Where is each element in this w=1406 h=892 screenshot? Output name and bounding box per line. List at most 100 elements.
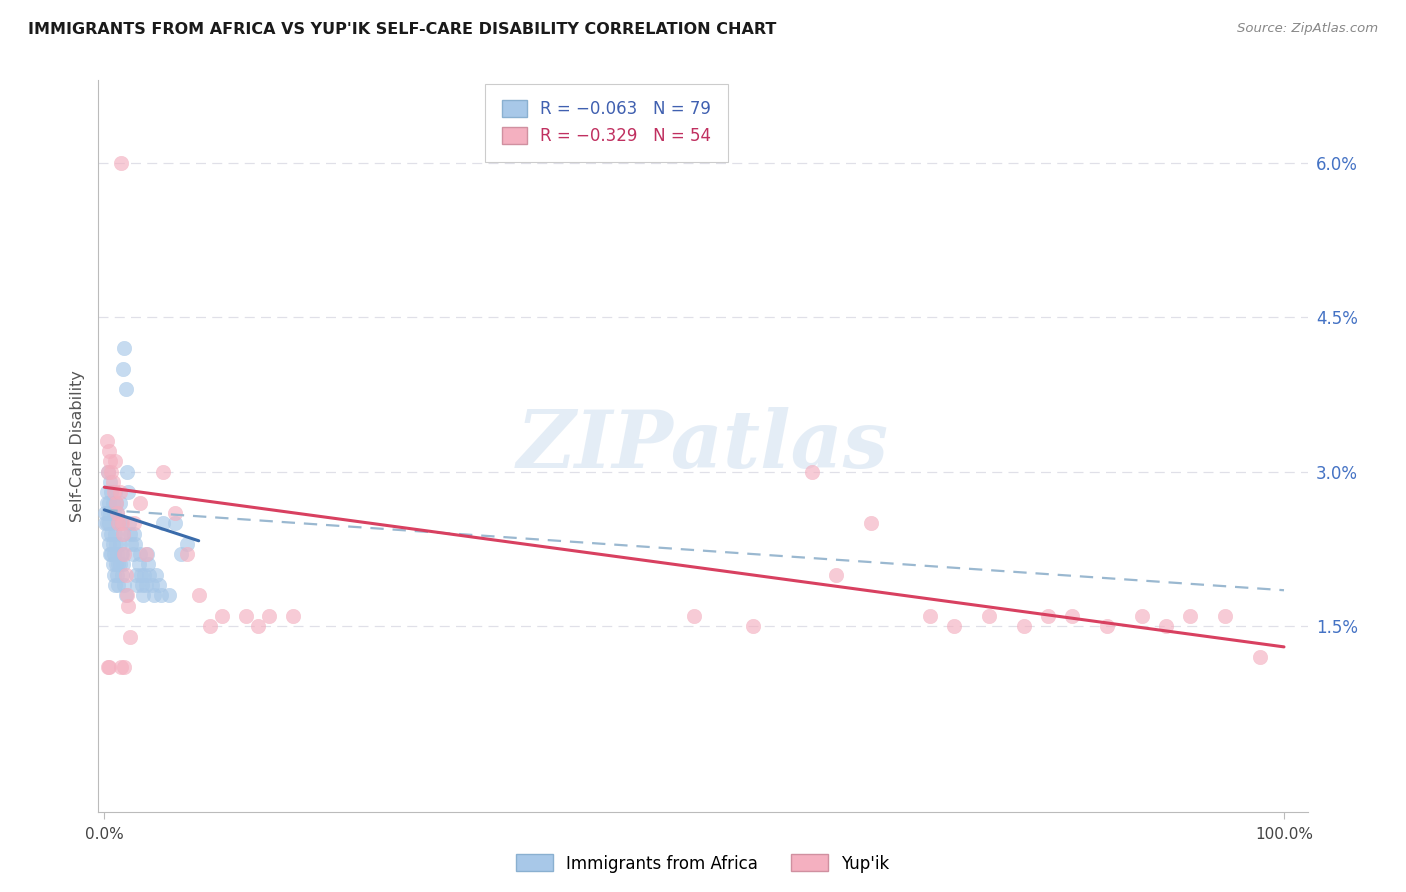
Point [135,578,157,592]
Point [152,465,174,479]
Point [148,578,170,592]
Point [112,547,135,561]
Point [105,496,128,510]
Point [108,496,131,510]
Point [96,516,118,531]
Point [103,547,125,561]
Point [111,567,134,582]
Point [128,496,150,510]
Point [801,465,824,479]
Point [977,609,1000,624]
Point [108,537,131,551]
Point [100,526,122,541]
Point [100,547,122,561]
Point [134,567,156,582]
Point [246,619,269,633]
Point [121,547,143,561]
Point [110,547,132,561]
Point [100,465,122,479]
Point [115,465,138,479]
Point [1036,609,1059,624]
Point [114,588,136,602]
Point [149,588,172,602]
Point [122,516,145,531]
Point [105,537,128,551]
Point [112,578,135,592]
Point [111,547,134,561]
Point [112,361,135,376]
Point [112,526,135,541]
Point [165,506,187,520]
Point [98,506,121,520]
Text: ZIPatlas: ZIPatlas [517,408,889,484]
Point [131,578,153,592]
Point [104,454,127,468]
Point [115,588,138,602]
Point [176,537,198,551]
Point [105,558,128,572]
Point [135,547,157,561]
Point [98,516,121,531]
Point [98,547,121,561]
Point [125,567,148,582]
Point [97,506,120,520]
Point [105,506,128,520]
Point [104,526,127,541]
Legend: Immigrants from Africa, Yup'ik: Immigrants from Africa, Yup'ik [509,847,897,880]
Point [128,547,150,561]
Point [122,526,145,541]
Point [120,537,142,551]
Point [108,485,131,500]
Point [120,526,142,541]
Point [98,660,121,674]
Y-axis label: Self-Care Disability: Self-Care Disability [69,370,84,522]
Point [138,567,160,582]
Point [94,516,117,531]
Point [103,485,125,500]
Point [200,619,222,633]
Point [142,588,165,602]
Point [103,567,125,582]
Point [152,516,174,531]
Point [101,537,124,551]
Point [107,516,129,531]
Point [1154,619,1177,633]
Point [135,547,157,561]
Point [176,547,198,561]
Point [112,526,135,541]
Point [187,588,209,602]
Point [98,496,121,510]
Point [1095,619,1118,633]
Point [141,578,163,592]
Point [104,485,127,500]
Point [117,485,139,500]
Point [124,537,146,551]
Point [942,619,965,633]
Point [132,588,155,602]
Point [97,465,120,479]
Point [101,475,124,489]
Point [97,465,120,479]
Point [118,516,141,531]
Point [110,516,132,531]
Point [742,619,765,633]
Point [96,485,118,500]
Point [107,578,129,592]
Point [1213,609,1236,624]
Point [860,516,883,531]
Point [112,660,135,674]
Legend: R = −0.063   N = 79, R = −0.329   N = 54: R = −0.063 N = 79, R = −0.329 N = 54 [489,88,723,157]
Point [100,485,122,500]
Point [235,609,257,624]
Point [920,609,942,624]
Point [96,496,118,510]
Point [98,537,121,551]
Point [111,516,134,531]
Point [94,506,117,520]
Point [105,567,128,582]
Point [211,609,233,624]
Point [112,341,135,355]
Point [136,558,159,572]
Point [114,567,136,582]
Point [110,155,132,169]
